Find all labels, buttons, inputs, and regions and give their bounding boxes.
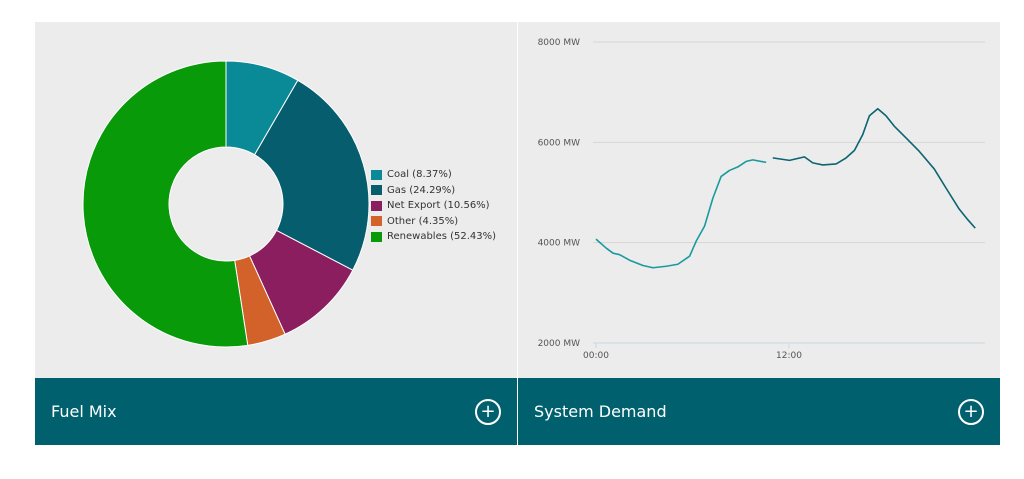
legend-label: Other (4.35%) (387, 215, 459, 227)
legend-label: Renewables (52.43%) (387, 231, 497, 243)
legend-label: Gas (24.29%) (387, 184, 456, 196)
legend-item[interactable]: Gas (24.29%) (371, 183, 496, 199)
legend-swatch (371, 169, 382, 180)
legend-label: Net Export (10.56%) (387, 200, 490, 212)
system-demand-expand-plus-icon[interactable]: + (958, 398, 984, 425)
fuel-mix-footer: Fuel Mix + (35, 378, 517, 445)
legend-item[interactable]: Coal (8.37%) (371, 167, 496, 183)
fuel-mix-expand-plus-icon[interactable]: + (475, 398, 501, 425)
donut-slice-gas[interactable] (253, 79, 370, 271)
y-tick-label: 6000 MW (538, 138, 581, 148)
x-tick-label: 12:00 (776, 351, 802, 361)
legend-swatch (371, 185, 382, 196)
legend-item[interactable]: Other (4.35%) (371, 214, 496, 230)
x-tick-label: 00:00 (583, 351, 609, 361)
legend-swatch (371, 200, 382, 211)
donut-slice-renewables[interactable] (82, 60, 249, 348)
system-demand-title: System Demand (534, 402, 667, 421)
system-demand-panel (518, 22, 1000, 378)
legend-swatch (371, 231, 382, 242)
y-tick-label: 4000 MW (538, 239, 581, 249)
y-tick-label: 8000 MW (538, 38, 581, 48)
legend-item[interactable]: Renewables (52.43%) (371, 229, 496, 245)
demand-line-actual-late[interactable] (772, 107, 976, 229)
system-demand-footer: System Demand + (518, 378, 1000, 445)
demand-line-actual-early[interactable] (595, 159, 767, 269)
legend-label: Coal (8.37%) (387, 169, 452, 181)
fuel-mix-legend: Coal (8.37%) Gas (24.29%) Net Export (10.5… (371, 167, 496, 245)
y-tick-label: 2000 MW (538, 339, 581, 349)
legend-swatch (371, 216, 382, 227)
fuel-mix-title: Fuel Mix (51, 402, 117, 421)
legend-item[interactable]: Net Export (10.56%) (371, 198, 496, 214)
